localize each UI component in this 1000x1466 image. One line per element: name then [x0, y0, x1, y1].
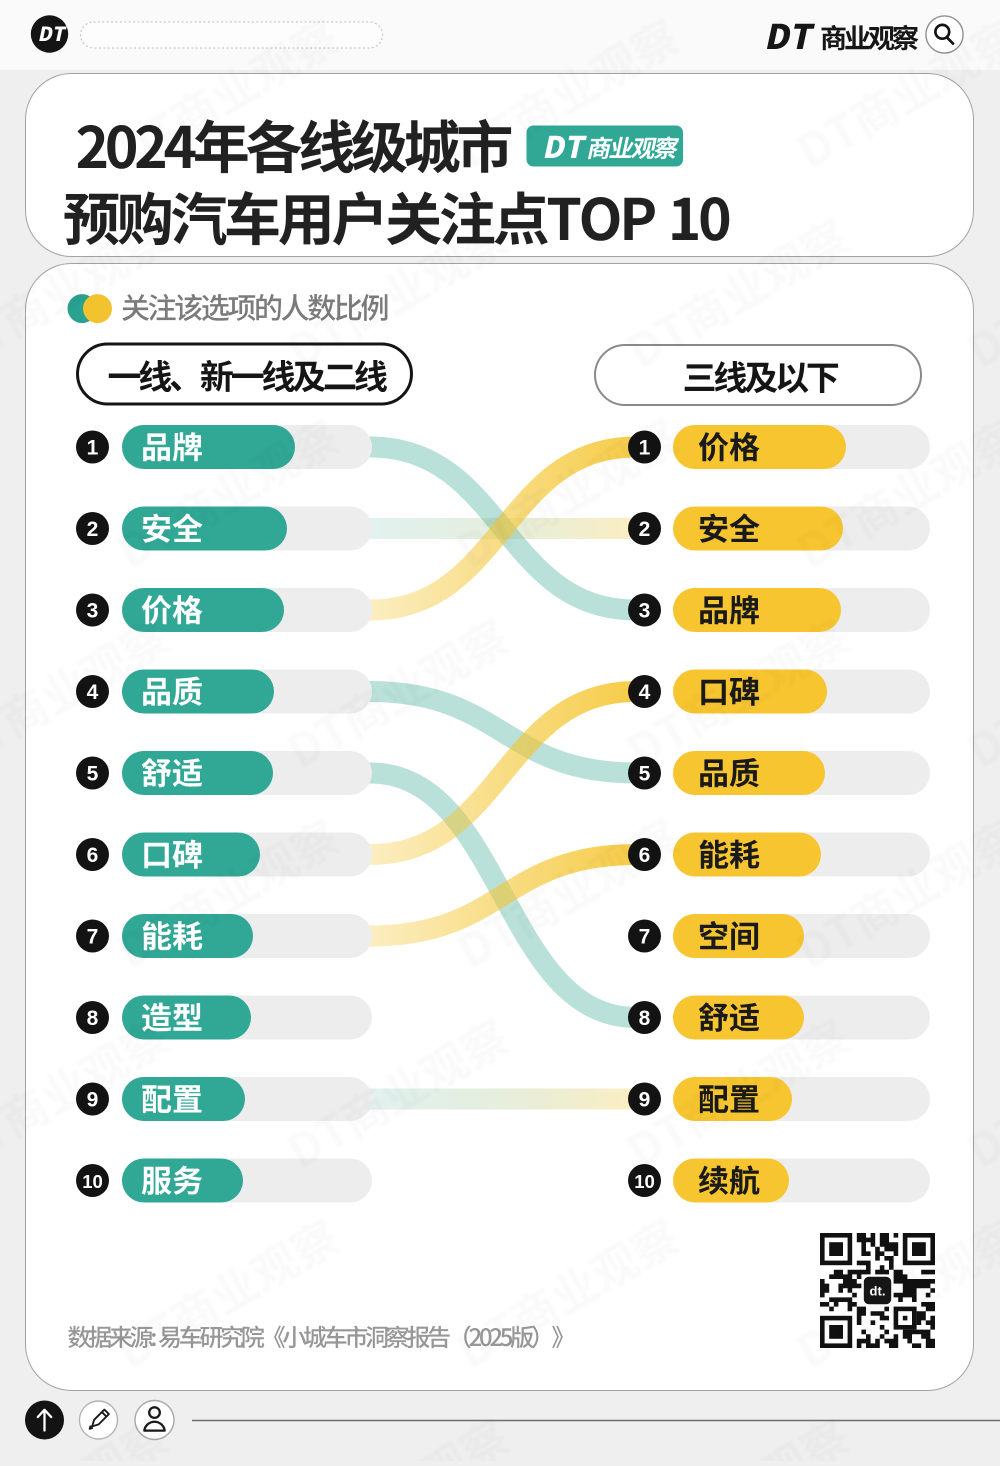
svg-text:10: 10 — [634, 1171, 655, 1192]
svg-text:3: 3 — [87, 599, 99, 622]
svg-text:7: 7 — [87, 925, 99, 948]
svg-text:3: 3 — [639, 599, 651, 622]
svg-text:1: 1 — [87, 436, 99, 459]
svg-text:2: 2 — [639, 518, 651, 541]
svg-text:9: 9 — [639, 1088, 651, 1111]
svg-text:6: 6 — [87, 844, 99, 867]
svg-text:2: 2 — [87, 518, 99, 541]
svg-text:5: 5 — [87, 762, 99, 785]
svg-text:10: 10 — [82, 1171, 103, 1192]
svg-text:5: 5 — [639, 762, 651, 785]
svg-text:9: 9 — [87, 1088, 99, 1111]
svg-text:8: 8 — [87, 1007, 99, 1030]
svg-text:8: 8 — [639, 1007, 651, 1030]
svg-text:4: 4 — [639, 681, 651, 704]
svg-text:7: 7 — [639, 925, 651, 948]
